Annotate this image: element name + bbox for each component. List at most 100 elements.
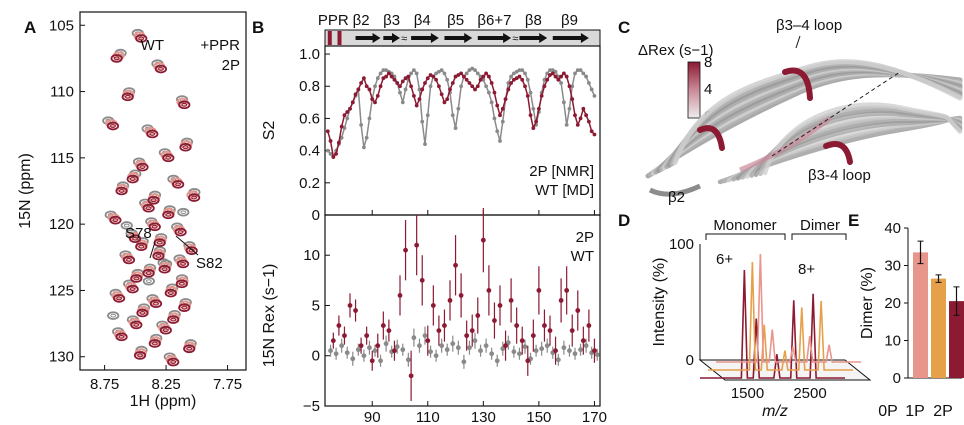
b-2p-point <box>586 323 592 328</box>
b-wt-md-point <box>425 113 430 118</box>
c-annotation-loop-top: β3–4 loop <box>776 17 842 34</box>
a-peak-core <box>110 124 116 128</box>
b-2p-nmr-point <box>481 74 486 79</box>
a-ytick-label: 115 <box>50 150 74 167</box>
a-peak-2p <box>188 193 201 202</box>
b-ss-label: β8 <box>525 12 542 29</box>
b-2p-nmr-point <box>475 84 480 89</box>
b-wt-point <box>411 335 417 341</box>
b-2p-point <box>358 343 364 349</box>
b-2p-nmr-point <box>539 93 544 98</box>
b-ss-label: β2 <box>353 12 370 29</box>
b-2p-nmr-point <box>498 113 502 118</box>
e-ytick-label: 20 <box>884 295 901 312</box>
b-wt-md-point <box>373 84 377 89</box>
b-2p-nmr-point <box>550 71 555 76</box>
b-2p-point <box>486 287 492 293</box>
b-wt-point <box>494 358 500 364</box>
b-2p-point <box>430 303 436 308</box>
b-ss-label: β4 <box>414 12 431 29</box>
b-wt-md-point <box>506 81 511 85</box>
b-wt-md-point <box>514 69 519 74</box>
b-wt-md-line <box>327 67 596 159</box>
b-wt-md-point <box>464 71 469 76</box>
b-wt-point <box>583 343 589 349</box>
a-peak-core <box>153 301 159 306</box>
b-wt-md-point <box>545 71 550 76</box>
e-bar-2p <box>949 301 964 378</box>
b-wt-md-point <box>345 116 350 121</box>
b-2p-nmr-point <box>511 77 516 82</box>
b-wt-point <box>478 348 483 354</box>
b-wt-point <box>539 346 545 352</box>
b-2p-nmr-point <box>420 87 425 92</box>
e-ytick-label: 30 <box>884 258 901 275</box>
b-2p-point <box>464 333 470 339</box>
b-y-axis-label-top: S2 <box>261 121 278 141</box>
a-peak-2p <box>167 357 180 367</box>
b-2p-nmr-point <box>356 87 361 92</box>
b-wt-md-point <box>470 66 475 71</box>
a-peak-core <box>149 132 156 136</box>
b-2p-point <box>425 338 431 344</box>
b-2p-nmr-point <box>395 81 400 85</box>
b-2p-nmr-point <box>345 110 350 114</box>
b-2p-nmr-point <box>359 81 364 85</box>
b-2p-point <box>558 298 564 303</box>
panel-a-hsqc: 8.75 8.25 7.75 105 110 115 120 125 130 1H (ppm) 15… <box>17 11 247 410</box>
b-ss-label: β3 <box>383 12 400 29</box>
b-wt-md-point <box>473 68 477 73</box>
c-annotation-loop-bottom: β3-4 loop <box>808 167 871 184</box>
b-ytick-bottom-label: −5 <box>303 398 320 415</box>
a-peak-core <box>116 296 123 301</box>
b-2p-point <box>564 287 570 293</box>
b-wt-md-point <box>339 135 344 140</box>
b-2p-point <box>469 328 475 334</box>
b-wt-point <box>517 351 522 357</box>
b-2p-nmr-point <box>336 140 341 145</box>
b-break-glyph: ≈ <box>401 33 407 45</box>
b-wt-md-point <box>450 113 455 118</box>
b-break-glyph: ≈ <box>512 33 518 45</box>
b-wt-point <box>594 352 600 358</box>
a-peak-core <box>170 317 177 322</box>
b-2p-nmr-point <box>489 81 494 85</box>
e-ytick-label: 0 <box>893 370 901 387</box>
b-wt-md-point <box>439 68 444 73</box>
a-peak-2p <box>178 100 191 110</box>
b-2p-point <box>414 242 420 248</box>
a-peak-core <box>180 210 187 215</box>
b-wt-md-point <box>528 90 533 95</box>
b-2p-nmr-point <box>495 103 500 108</box>
b-wt-md-point <box>575 68 580 73</box>
b-2p-point <box>342 333 347 339</box>
a-ytick-label: 120 <box>49 216 74 233</box>
b-2p-nmr-point <box>528 113 533 118</box>
a-peak-core <box>162 328 169 333</box>
b-2p-nmr-point <box>381 76 386 81</box>
b-wt-md-point <box>586 81 591 85</box>
b-2p-nmr-point <box>459 71 464 76</box>
a-peak-core <box>113 56 120 61</box>
b-xtick-label: 150 <box>526 409 551 425</box>
b-2p-point <box>336 323 342 328</box>
b-ppr-marker <box>337 31 342 45</box>
b-2p-point <box>503 343 508 349</box>
d-spectrum-1p <box>708 261 853 371</box>
a-peak-2p <box>130 320 143 330</box>
a-peak-2p <box>121 92 134 102</box>
b-wt-md-point <box>342 126 347 130</box>
b-wt-point <box>405 357 411 363</box>
a-peak-2p <box>172 180 185 189</box>
c-annotation-loop-top-leader <box>795 35 801 49</box>
panel-letter-e: E <box>848 211 859 230</box>
b-2p-point <box>364 333 370 339</box>
b-2p-nmr-point <box>328 139 333 143</box>
b-wt-point <box>444 347 450 353</box>
b-wt-md-point <box>367 116 372 121</box>
b-2p-nmr-point <box>436 84 441 89</box>
a-annotation-s78-leader <box>149 241 156 259</box>
b-wt-md-point <box>570 84 575 89</box>
a-peak-core <box>110 313 117 318</box>
b-wt-md-point <box>542 77 547 82</box>
